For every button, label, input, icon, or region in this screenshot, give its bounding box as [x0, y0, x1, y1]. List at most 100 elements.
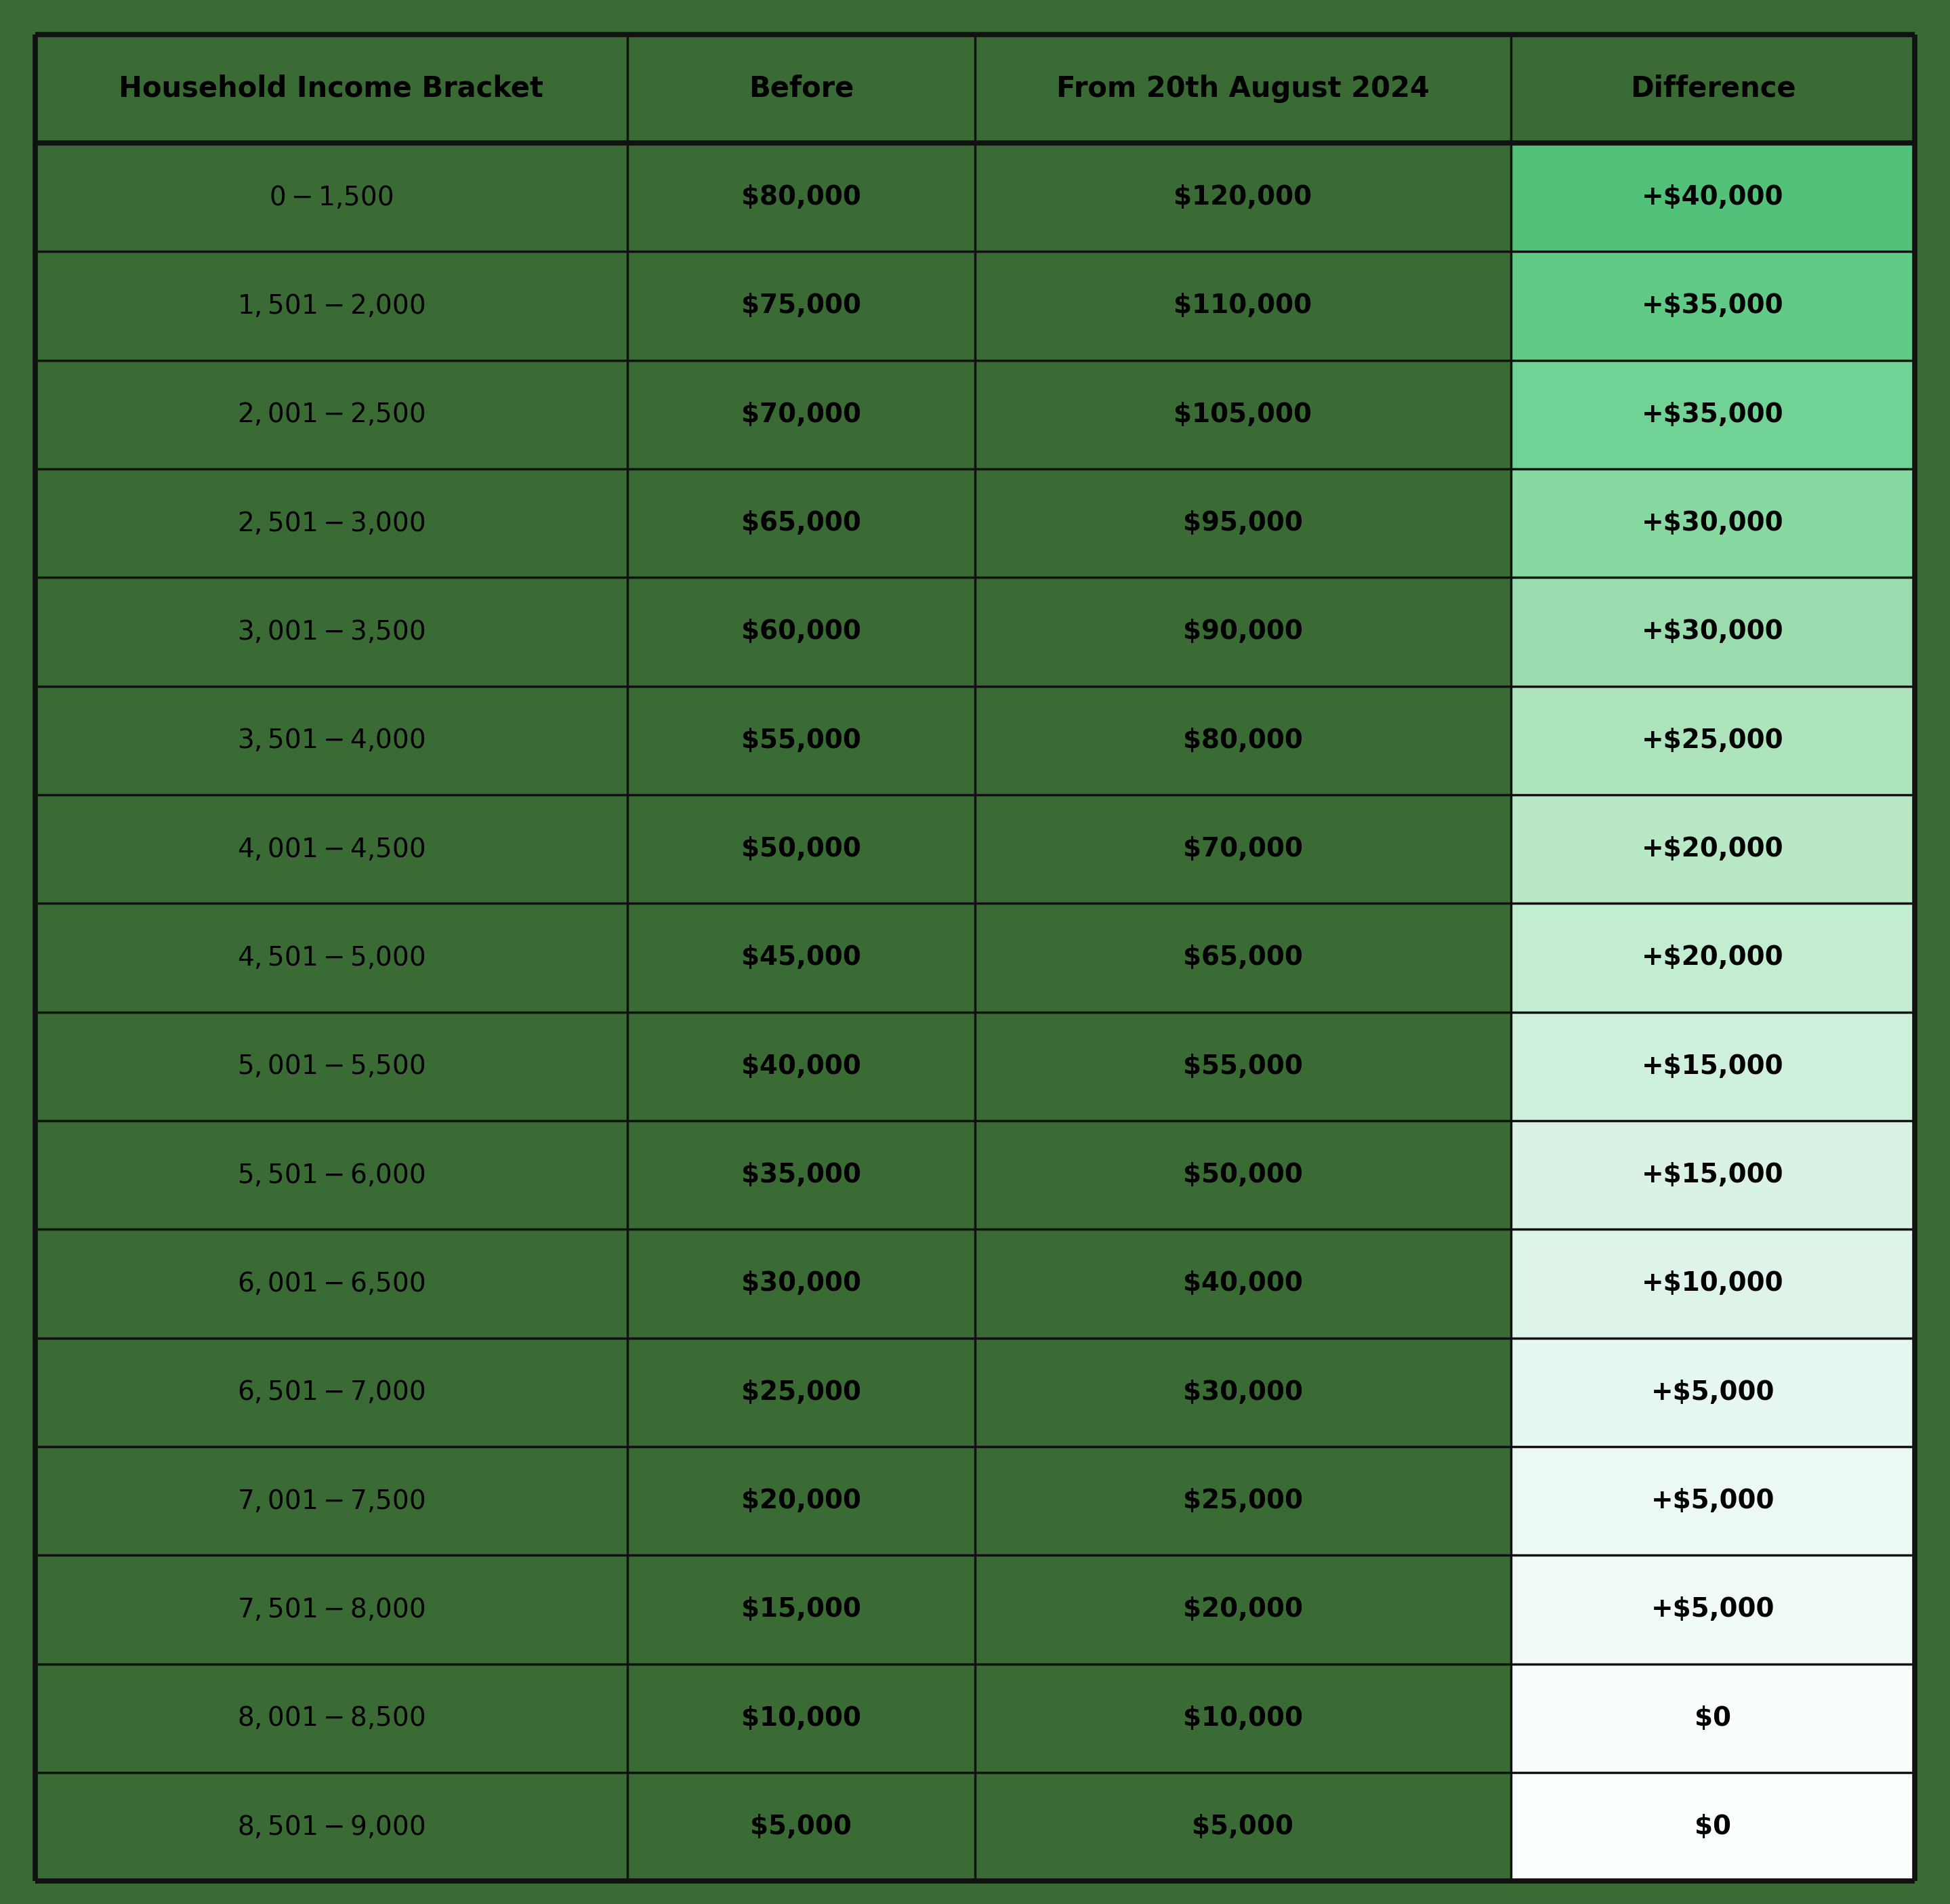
- Text: $5,001 - $5,500: $5,001 - $5,500: [238, 1053, 425, 1080]
- Bar: [975, 468, 1511, 577]
- Text: From 20th August 2024: From 20th August 2024: [1057, 74, 1429, 103]
- Bar: [1511, 143, 1915, 251]
- Bar: [1511, 1556, 1915, 1664]
- Text: $0: $0: [1695, 1706, 1732, 1731]
- Text: +$40,000: +$40,000: [1642, 185, 1784, 209]
- Bar: [628, 1773, 975, 1881]
- Text: $30,000: $30,000: [741, 1270, 862, 1297]
- Text: $1,501 - $2,000: $1,501 - $2,000: [238, 293, 425, 320]
- Bar: [975, 577, 1511, 685]
- Text: $70,000: $70,000: [741, 402, 862, 426]
- Bar: [1511, 1664, 1915, 1773]
- Bar: [628, 251, 975, 360]
- Bar: [628, 468, 975, 577]
- Text: $20,000: $20,000: [1184, 1597, 1303, 1622]
- Text: $105,000: $105,000: [1174, 402, 1312, 426]
- Text: $4,001 - $4,500: $4,001 - $4,500: [238, 836, 425, 863]
- Text: $70,000: $70,000: [1184, 836, 1303, 863]
- Text: +$25,000: +$25,000: [1642, 727, 1784, 754]
- Text: $8,501 - $9,000: $8,501 - $9,000: [238, 1815, 425, 1839]
- Text: $2,001 - $2,500: $2,001 - $2,500: [238, 402, 425, 428]
- Text: $2,501 - $3,000: $2,501 - $3,000: [238, 510, 425, 537]
- Bar: [975, 1339, 1511, 1447]
- Bar: [1511, 1447, 1915, 1556]
- Bar: [975, 1773, 1511, 1881]
- Bar: [35, 1230, 628, 1339]
- Bar: [35, 1339, 628, 1447]
- Bar: [975, 34, 1511, 143]
- Bar: [628, 1121, 975, 1230]
- Text: $55,000: $55,000: [1184, 1053, 1303, 1080]
- Bar: [35, 1121, 628, 1230]
- Bar: [975, 1447, 1511, 1556]
- Bar: [975, 794, 1511, 902]
- Bar: [975, 1664, 1511, 1773]
- Text: +$5,000: +$5,000: [1652, 1489, 1774, 1514]
- Bar: [628, 685, 975, 794]
- Bar: [1511, 34, 1915, 143]
- Bar: [975, 685, 1511, 794]
- Bar: [35, 468, 628, 577]
- Bar: [1511, 794, 1915, 902]
- Bar: [628, 794, 975, 902]
- Text: $8,001 - $8,500: $8,001 - $8,500: [238, 1704, 425, 1731]
- Text: +$35,000: +$35,000: [1642, 293, 1784, 318]
- Bar: [1511, 360, 1915, 468]
- Bar: [628, 1556, 975, 1664]
- Text: $15,000: $15,000: [741, 1597, 862, 1622]
- Bar: [628, 360, 975, 468]
- Bar: [1511, 685, 1915, 794]
- Text: $7,001 - $7,500: $7,001 - $7,500: [238, 1487, 425, 1514]
- Bar: [35, 794, 628, 902]
- Bar: [1511, 1230, 1915, 1339]
- Text: $5,501 - $6,000: $5,501 - $6,000: [238, 1161, 425, 1188]
- Text: $65,000: $65,000: [1184, 944, 1303, 971]
- Bar: [35, 143, 628, 251]
- Text: $45,000: $45,000: [741, 944, 862, 971]
- Bar: [628, 143, 975, 251]
- Text: $3,001 - $3,500: $3,001 - $3,500: [238, 619, 425, 645]
- Text: $30,000: $30,000: [1184, 1378, 1303, 1405]
- Bar: [35, 685, 628, 794]
- Bar: [975, 1121, 1511, 1230]
- Bar: [975, 1013, 1511, 1121]
- Bar: [975, 360, 1511, 468]
- Bar: [628, 1230, 975, 1339]
- Text: +$20,000: +$20,000: [1642, 944, 1784, 971]
- Bar: [975, 251, 1511, 360]
- Bar: [628, 34, 975, 143]
- Text: $95,000: $95,000: [1184, 510, 1303, 537]
- Text: $10,000: $10,000: [741, 1706, 862, 1731]
- Text: $7,501 - $8,000: $7,501 - $8,000: [238, 1596, 425, 1622]
- Bar: [628, 902, 975, 1013]
- Bar: [1511, 577, 1915, 685]
- Text: $0: $0: [1695, 1815, 1732, 1839]
- Text: Household Income Bracket: Household Income Bracket: [119, 74, 544, 103]
- Bar: [35, 1013, 628, 1121]
- Bar: [1511, 251, 1915, 360]
- Text: Before: Before: [749, 74, 854, 103]
- Bar: [35, 251, 628, 360]
- Text: $4,501 - $5,000: $4,501 - $5,000: [238, 944, 425, 971]
- Text: $40,000: $40,000: [1184, 1270, 1303, 1297]
- Text: +$20,000: +$20,000: [1642, 836, 1784, 863]
- Text: +$5,000: +$5,000: [1652, 1378, 1774, 1405]
- Text: $60,000: $60,000: [741, 619, 862, 645]
- Text: $75,000: $75,000: [741, 293, 862, 318]
- Bar: [1511, 1013, 1915, 1121]
- Text: $120,000: $120,000: [1174, 185, 1312, 209]
- Text: +$35,000: +$35,000: [1642, 402, 1784, 426]
- Text: +$5,000: +$5,000: [1652, 1597, 1774, 1622]
- Bar: [975, 902, 1511, 1013]
- Text: $90,000: $90,000: [1184, 619, 1303, 645]
- Text: $10,000: $10,000: [1184, 1706, 1303, 1731]
- Bar: [975, 1230, 1511, 1339]
- Bar: [35, 1664, 628, 1773]
- Bar: [628, 577, 975, 685]
- Bar: [35, 34, 628, 143]
- Bar: [1511, 1339, 1915, 1447]
- Bar: [1511, 1773, 1915, 1881]
- Text: $25,000: $25,000: [1184, 1489, 1303, 1514]
- Text: +$10,000: +$10,000: [1642, 1270, 1784, 1297]
- Bar: [975, 143, 1511, 251]
